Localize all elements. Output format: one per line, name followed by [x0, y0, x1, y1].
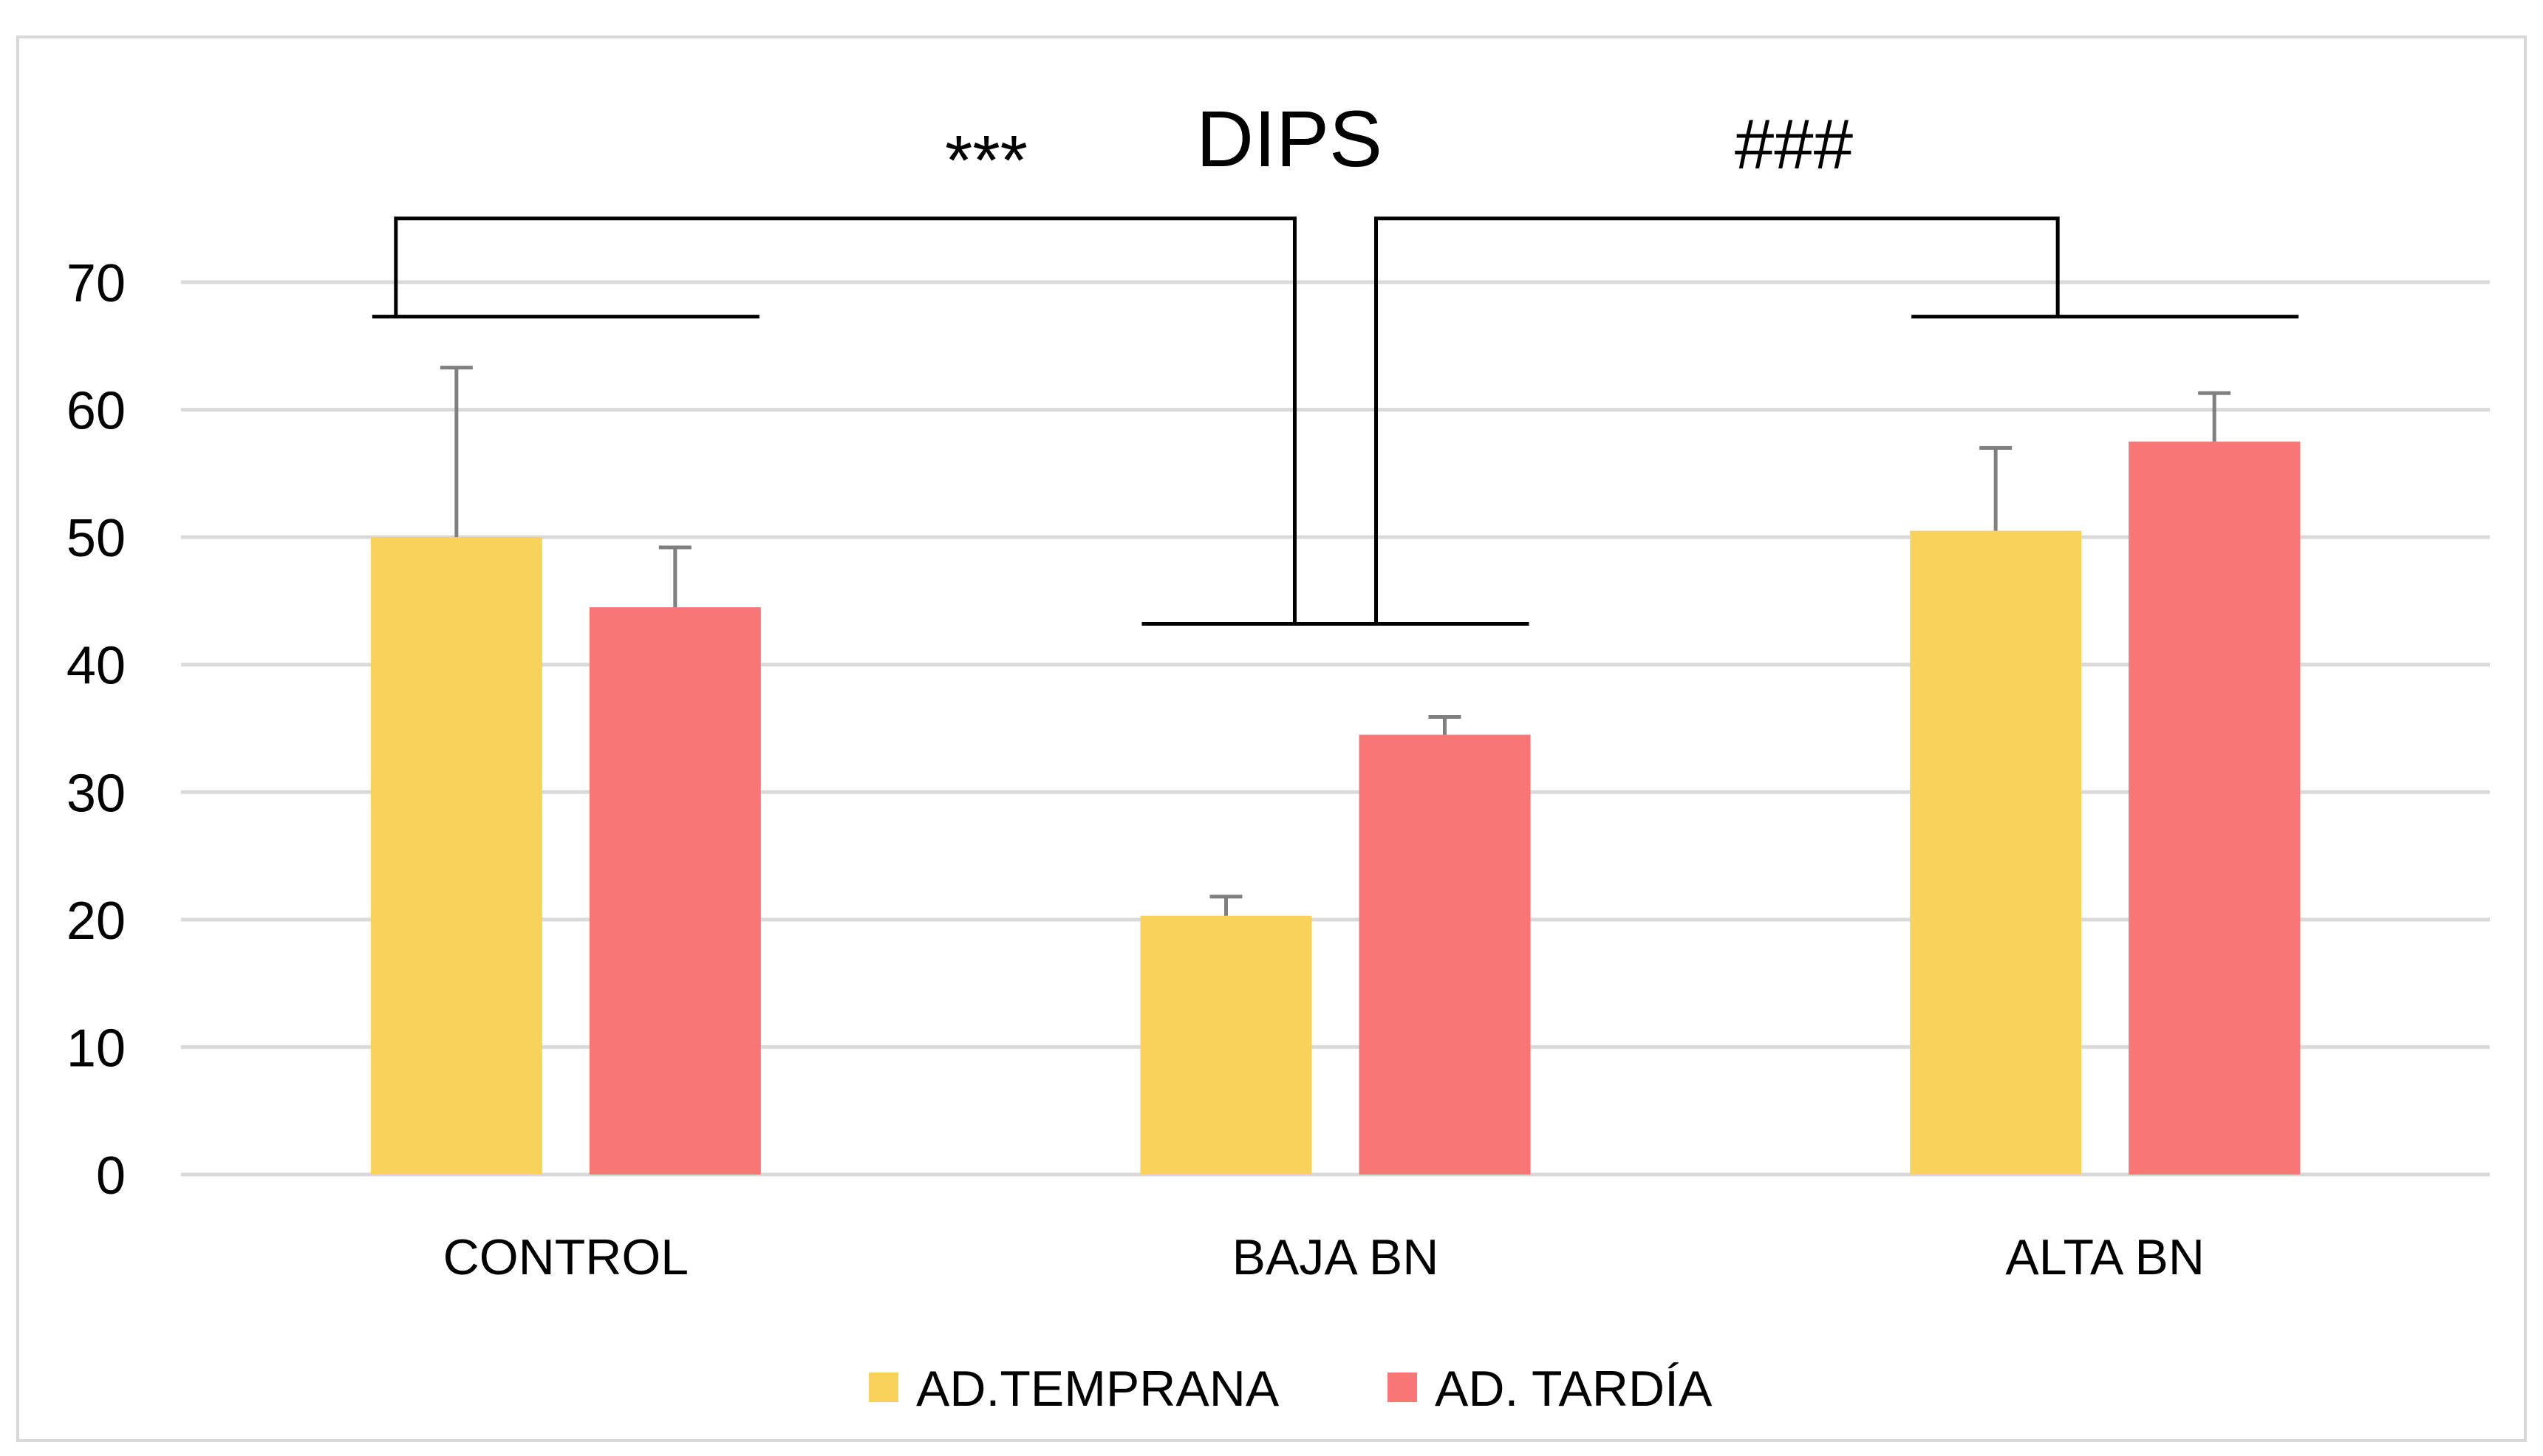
annotation-left: *** [945, 121, 1028, 200]
x-axis-ticks: CONTROL BAJA BN ALTA BN [443, 1229, 2205, 1285]
error-bars [440, 366, 2231, 916]
x-tick-label: ALTA BN [2005, 1229, 2205, 1285]
bar-series-2-alta-bn [2129, 441, 2301, 1175]
x-tick-label: BAJA BN [1232, 1229, 1439, 1285]
bar-series-2-control [589, 607, 761, 1175]
gridlines [181, 280, 2490, 1177]
bar-series-1-alta-bn [1910, 530, 2082, 1175]
legend: AD.TEMPRANA AD. TARDÍA [869, 1361, 1713, 1417]
y-tick-label: 40 [66, 637, 126, 696]
legend-label-series-2: AD. TARDÍA [1435, 1361, 1713, 1417]
chart-title: DIPS [1196, 94, 1382, 183]
y-tick-label: 20 [66, 892, 126, 951]
y-tick-label: 70 [66, 254, 126, 313]
y-tick-label: 60 [66, 382, 126, 441]
legend-swatch-series-2 [1387, 1373, 1417, 1402]
significance-brackets [372, 216, 2299, 626]
y-tick-label: 0 [96, 1146, 126, 1206]
bar-series-1-baja-bn [1140, 915, 1312, 1175]
y-tick-label: 50 [66, 509, 126, 568]
bracket-baja-alta [1374, 216, 2060, 624]
x-tick-label: CONTROL [443, 1229, 689, 1285]
annotation-right: ### [1735, 105, 1853, 184]
legend-swatch-series-1 [869, 1373, 898, 1402]
legend-label-series-1: AD.TEMPRANA [916, 1361, 1280, 1417]
y-tick-label: 10 [66, 1019, 126, 1078]
y-axis-ticks: 0 10 20 30 40 50 60 70 [66, 254, 126, 1206]
bars [370, 441, 2301, 1175]
bracket-control-baja [394, 216, 1297, 624]
bar-series-1-control [370, 537, 542, 1175]
y-tick-label: 30 [66, 764, 126, 823]
bar-series-2-baja-bn [1359, 734, 1531, 1175]
